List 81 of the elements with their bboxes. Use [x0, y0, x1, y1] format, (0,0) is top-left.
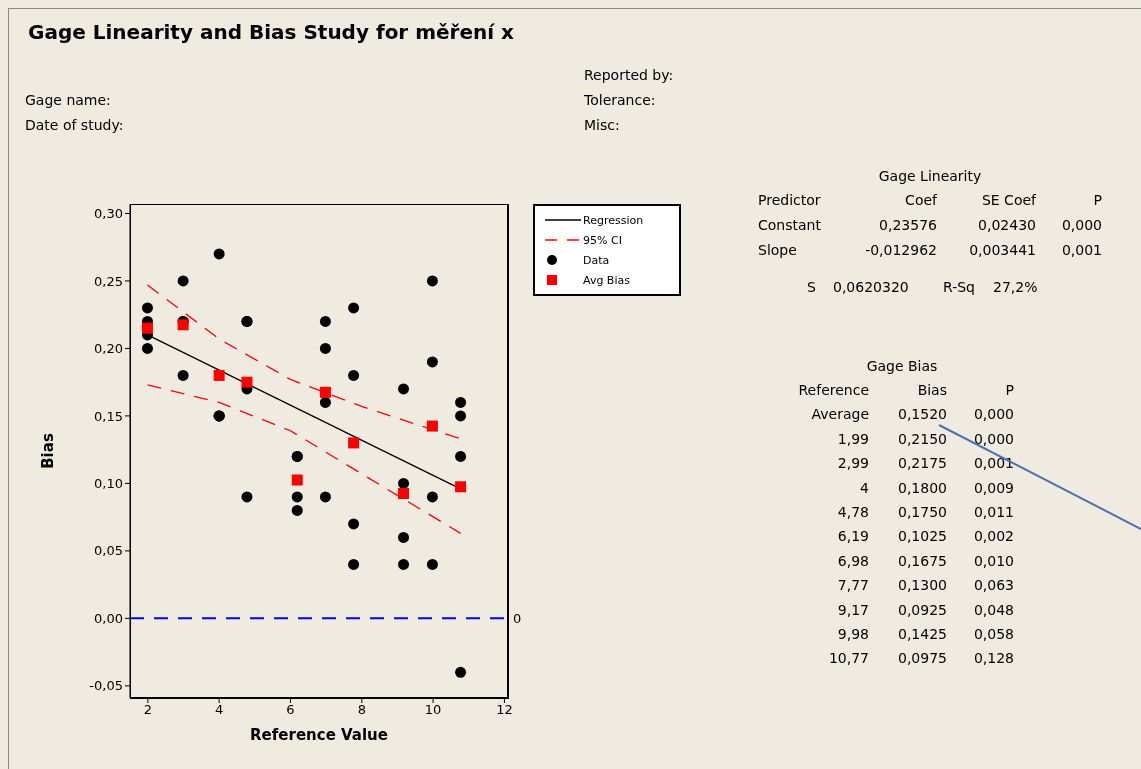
text: P	[1005, 382, 1014, 398]
y-tick-label: 0,25	[94, 273, 123, 289]
text: Date of study:	[25, 117, 124, 133]
text: 9,98	[837, 626, 869, 642]
text: S	[807, 279, 816, 295]
text: 6,98	[837, 552, 869, 569]
text: 0,009	[973, 479, 1014, 496]
text: 0,1025	[898, 528, 947, 545]
text: Gage name:	[25, 92, 111, 108]
y-tick-label: 0,05	[94, 543, 123, 559]
x-tick-label: 6	[286, 702, 295, 718]
text: 0,063	[973, 577, 1014, 594]
text: 0,1520	[898, 406, 947, 423]
text: 4,78	[837, 504, 869, 520]
x-tick-label: 2	[143, 702, 152, 718]
text: 4	[860, 479, 869, 496]
text: Slope	[758, 242, 797, 258]
text: Misc:	[584, 117, 620, 133]
text: 0,02430	[978, 217, 1036, 233]
text: Gage Bias	[866, 358, 938, 374]
text: 0,000	[1061, 217, 1102, 233]
text: 0,1300	[898, 577, 947, 594]
text: Reference	[798, 382, 869, 398]
legend-label: Data	[583, 253, 610, 267]
text: Reported by:	[584, 67, 674, 83]
text: 0,000	[973, 430, 1014, 447]
text: 9,17	[837, 601, 869, 618]
y-tick-label: 0,10	[94, 476, 123, 492]
y-tick-label: 0,30	[94, 206, 123, 222]
text: Gage Linearity	[878, 168, 982, 184]
ref-line-label: 0	[513, 610, 522, 626]
x-tick-label: 8	[357, 702, 366, 718]
text: 0,001	[1061, 242, 1102, 258]
legend-label: Regression	[583, 213, 644, 227]
text: 0,128	[973, 650, 1014, 667]
text: Bias	[917, 382, 947, 398]
text: 0,010	[973, 552, 1014, 569]
x-tick-label: 12	[496, 702, 513, 718]
text: 0,0925	[898, 601, 947, 618]
text: Constant	[758, 217, 821, 233]
text: P	[1093, 192, 1102, 208]
legend-label: Avg Bias	[583, 273, 630, 287]
text: 27,2%	[993, 279, 1038, 295]
text: 0,0975	[898, 650, 947, 667]
text: 10,77	[828, 650, 869, 667]
chart-title: Gage Linearity and Bias Study for měření x	[28, 20, 514, 44]
text: 0,1675	[898, 552, 947, 569]
y-tick-label: -0,05	[89, 678, 123, 694]
text: 0,048	[973, 601, 1014, 618]
text: R-Sq	[943, 279, 975, 295]
text: Coef	[905, 192, 937, 208]
text: 6,19	[837, 528, 869, 545]
text: 0,002	[973, 528, 1014, 545]
text: 0,1425	[898, 626, 947, 642]
text: 7,77	[837, 577, 869, 594]
text: -0,012962	[865, 242, 937, 258]
text: 0,0620320	[833, 279, 909, 295]
text: Predictor	[758, 192, 821, 208]
text: 2,99	[837, 455, 869, 472]
x-tick-label: 4	[215, 702, 224, 718]
text: 0,000	[973, 406, 1014, 423]
y-axis-title: Bias	[39, 433, 58, 469]
text: 0,2175	[898, 455, 947, 472]
x-tick-label: 10	[424, 702, 442, 718]
text: SE Coef	[981, 192, 1036, 208]
y-tick-label: 0,20	[94, 341, 123, 357]
text: Average	[811, 406, 869, 423]
text: 0,1750	[898, 504, 947, 520]
y-tick-label: 0,00	[94, 610, 123, 626]
text: 0,011	[973, 504, 1014, 520]
text: 0,1800	[898, 479, 947, 496]
text: 0,058	[973, 626, 1014, 642]
text: Tolerance:	[584, 92, 656, 108]
text: 0,003441	[969, 242, 1036, 258]
text: 0,001	[973, 455, 1014, 472]
text: 0,23576	[879, 217, 937, 233]
text: 0,2150	[898, 430, 947, 447]
text: 1,99	[837, 430, 869, 447]
y-tick-label: 0,15	[94, 408, 123, 424]
x-axis-title: Reference Value	[250, 726, 388, 744]
legend-label: 95% CI	[583, 233, 622, 247]
